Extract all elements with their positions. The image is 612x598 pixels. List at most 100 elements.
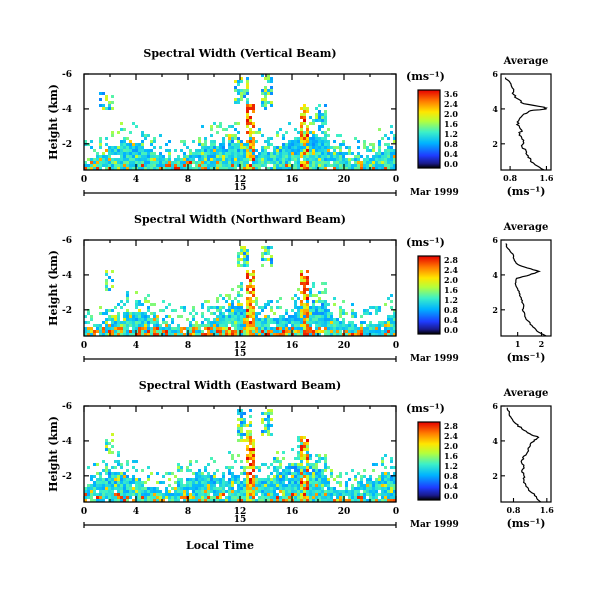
heatmap-cell	[249, 140, 252, 143]
heatmap-cell	[84, 496, 87, 499]
heatmap-cell	[312, 330, 315, 333]
panel-0: Spectral Width (Vertical Beam)0 4 8 12 16 20 0…	[47, 47, 554, 198]
heatmap-cell	[297, 484, 300, 487]
heatmap-cell	[162, 158, 165, 161]
heatmap-cell	[111, 134, 114, 137]
heatmap-cell	[312, 499, 315, 502]
heatmap-cell	[204, 324, 207, 327]
heatmap-cell	[255, 330, 258, 333]
heatmap-cell	[249, 152, 252, 155]
heatmap-cell	[255, 499, 258, 502]
heatmap-cell	[264, 149, 267, 152]
heatmap-cell	[144, 161, 147, 164]
heatmap-cell	[114, 333, 117, 336]
heatmap-cell	[291, 155, 294, 158]
heatmap-cell	[159, 167, 162, 170]
heatmap-cell	[240, 472, 243, 475]
heatmap-cell	[330, 490, 333, 493]
heatmap-cell	[297, 439, 300, 442]
heatmap-cell	[324, 318, 327, 321]
heatmap-cell	[285, 469, 288, 472]
heatmap-cell	[210, 321, 213, 324]
heatmap-cell	[261, 98, 264, 101]
heatmap-cell	[246, 496, 249, 499]
heatmap-cell	[306, 499, 309, 502]
heatmap-cell	[99, 496, 102, 499]
heatmap-cell	[96, 487, 99, 490]
heatmap-cell	[156, 333, 159, 336]
heatmap-cell	[249, 454, 252, 457]
heatmap-cell	[336, 493, 339, 496]
colorbar-tick-label: 0.8	[444, 471, 458, 481]
heatmap-cell	[312, 321, 315, 324]
heatmap-cell	[216, 297, 219, 300]
heatmap-cell	[318, 140, 321, 143]
heatmap-cell	[252, 306, 255, 309]
heatmap-cell	[300, 107, 303, 110]
heatmap-cell	[291, 158, 294, 161]
x-tick-label: 16	[286, 175, 299, 185]
heatmap-cell	[285, 478, 288, 481]
heatmap-cell	[111, 324, 114, 327]
heatmap-cell	[126, 484, 129, 487]
heatmap-cell	[174, 499, 177, 502]
heatmap-cell	[225, 167, 228, 170]
heatmap-cell	[291, 327, 294, 330]
heatmap-cell	[237, 412, 240, 415]
heatmap-cell	[243, 252, 246, 255]
heatmap-cell	[393, 155, 396, 158]
heatmap-cell	[213, 490, 216, 493]
heatmap-cell	[111, 330, 114, 333]
heatmap-cell	[366, 309, 369, 312]
heatmap-cell	[303, 445, 306, 448]
heatmap-cell	[108, 107, 111, 110]
heatmap-cell	[249, 164, 252, 167]
heatmap-cell	[264, 424, 267, 427]
heatmap-cell	[339, 161, 342, 164]
heatmap-cell	[309, 475, 312, 478]
heatmap-cell	[141, 161, 144, 164]
heatmap-cell	[240, 460, 243, 463]
heatmap-cell	[135, 143, 138, 146]
heatmap-cell	[210, 140, 213, 143]
heatmap-cell	[315, 306, 318, 309]
heatmap-cell	[303, 110, 306, 113]
heatmap-cell	[111, 149, 114, 152]
heatmap-cell	[321, 155, 324, 158]
heatmap-cell	[312, 484, 315, 487]
heatmap-cell	[216, 300, 219, 303]
heatmap-cell	[135, 291, 138, 294]
heatmap-cell	[264, 252, 267, 255]
heatmap-cell	[345, 167, 348, 170]
heatmap-cell	[120, 300, 123, 303]
heatmap-cell	[93, 475, 96, 478]
heatmap-cell	[300, 469, 303, 472]
heatmap-cell	[237, 439, 240, 442]
colorbar-tick-label: 0.4	[444, 149, 458, 159]
heatmap-cell	[111, 152, 114, 155]
heatmap-cell	[303, 333, 306, 336]
heatmap-cell	[342, 140, 345, 143]
heatmap-cell	[132, 321, 135, 324]
heatmap-cell	[150, 158, 153, 161]
heatmap-cell	[297, 487, 300, 490]
heatmap-cell	[324, 496, 327, 499]
heatmap-cell	[336, 327, 339, 330]
heatmap-cell	[192, 484, 195, 487]
heatmap-cell	[306, 442, 309, 445]
heatmap-cell	[315, 496, 318, 499]
heatmap-cell	[123, 152, 126, 155]
heatmap-cell	[111, 158, 114, 161]
colorbar-tick-label: 0.0	[444, 159, 458, 169]
heatmap-cell	[108, 324, 111, 327]
average-y-tick-label: 2	[492, 471, 498, 481]
heatmap-cell	[138, 330, 141, 333]
heatmap-cell	[222, 499, 225, 502]
heatmap-cell	[126, 324, 129, 327]
heatmap-cell	[327, 149, 330, 152]
heatmap-cell	[351, 309, 354, 312]
heatmap-cell	[237, 252, 240, 255]
heatmap-cell	[138, 152, 141, 155]
heatmap-cell	[267, 80, 270, 83]
heatmap-cell	[141, 312, 144, 315]
